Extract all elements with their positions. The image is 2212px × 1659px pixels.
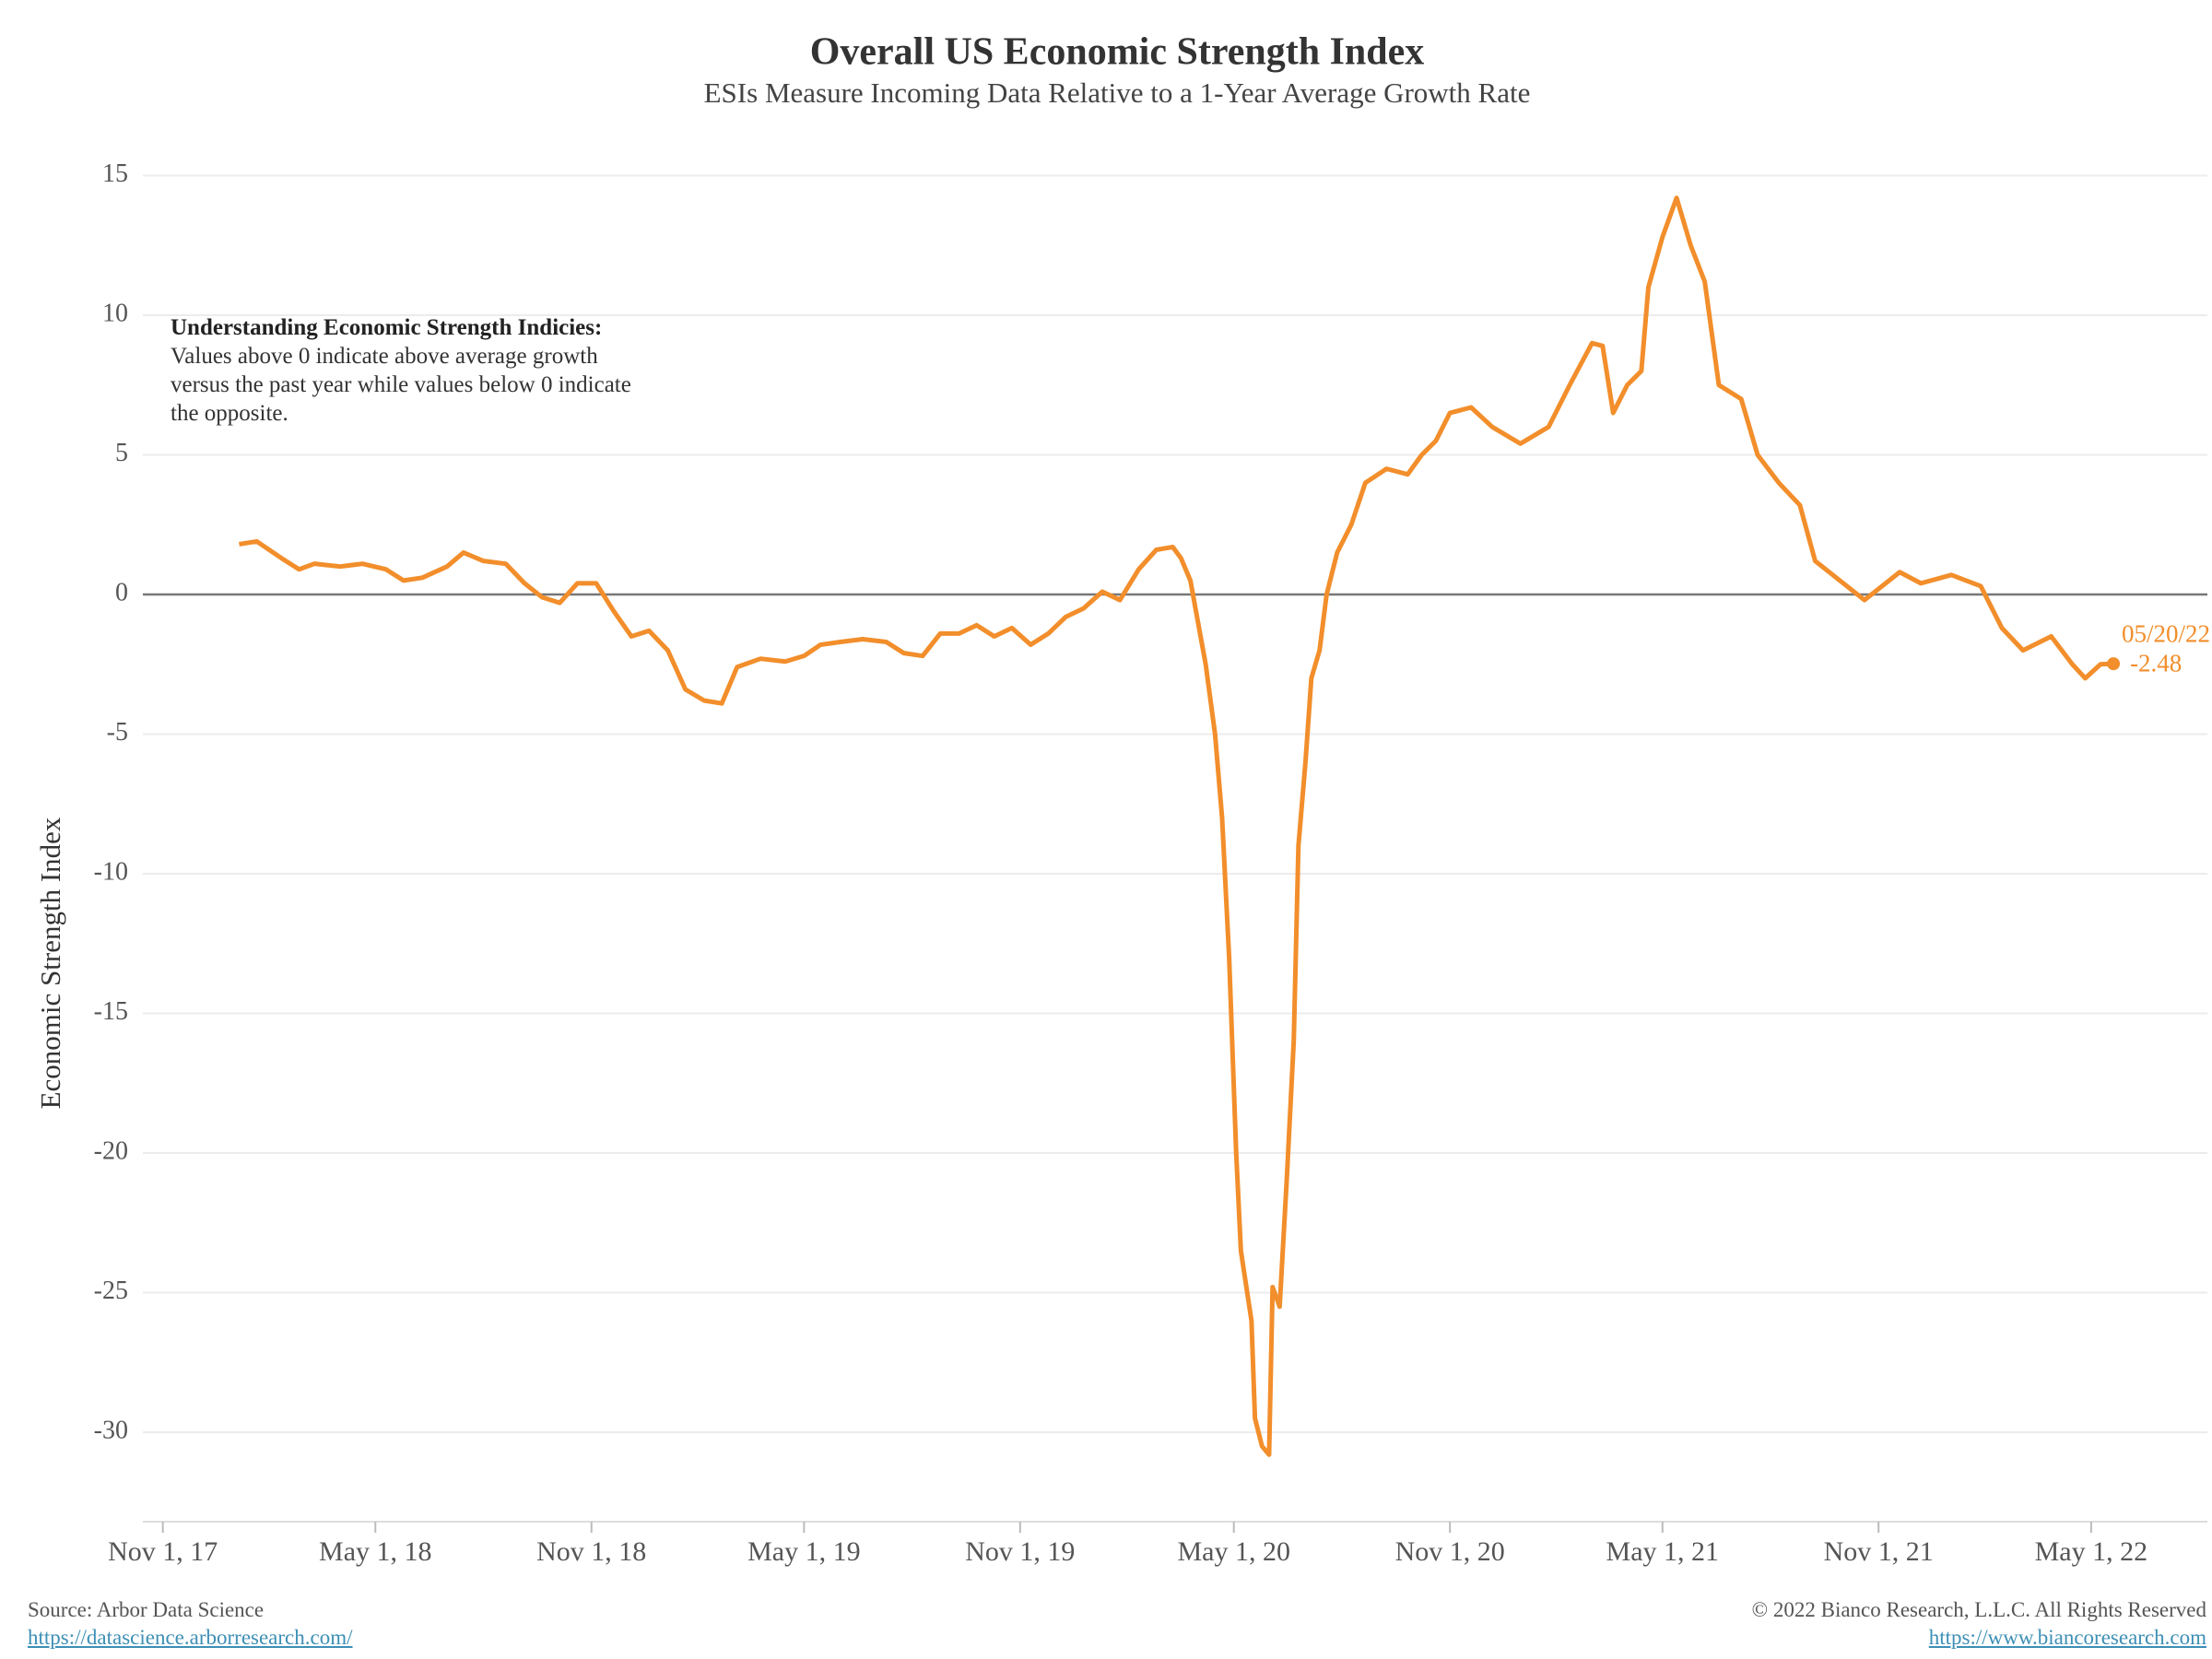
- y-tick-label: -5: [107, 718, 128, 747]
- y-tick-label: 10: [102, 299, 128, 327]
- note-text: Values above 0 indicate above average gr…: [171, 344, 631, 426]
- x-tick-label: May 1, 20: [1177, 1536, 1290, 1567]
- chart-subtitle: ESIs Measure Incoming Data Relative to a…: [704, 76, 1531, 109]
- note: Understanding Economic Strength Indicies…: [171, 313, 631, 428]
- source-text: Source: Arbor Data Science: [28, 1598, 265, 1621]
- copyright: © 2022 Bianco Research, L.L.C. All Right…: [1752, 1596, 2206, 1652]
- y-tick-label: 15: [102, 159, 128, 188]
- x-tick-label: Nov 1, 19: [965, 1536, 1075, 1567]
- x-tick-label: May 1, 21: [1606, 1536, 1720, 1567]
- x-tick-label: Nov 1, 18: [536, 1536, 646, 1567]
- copyright-text: © 2022 Bianco Research, L.L.C. All Right…: [1751, 1598, 2206, 1621]
- x-tick-label: May 1, 18: [319, 1536, 432, 1567]
- last-point: [2107, 657, 2121, 671]
- y-tick-label: 5: [115, 439, 128, 467]
- copyright-link[interactable]: https://www.biancoresearch.com: [1928, 1626, 2206, 1649]
- source-link[interactable]: https://datascience.arborresearch.com/: [28, 1626, 353, 1649]
- source: Source: Arbor Data Science https://datas…: [28, 1596, 353, 1652]
- x-tick-label: May 1, 22: [2035, 1536, 2148, 1567]
- y-tick-label: -20: [94, 1136, 128, 1165]
- series-line: [239, 195, 2114, 1457]
- x-tick-label: Nov 1, 17: [108, 1536, 218, 1567]
- x-tick-label: May 1, 19: [747, 1536, 861, 1567]
- chart-title: Overall US Economic Strength Index: [810, 31, 1425, 74]
- last-value-label: -2.48: [2130, 649, 2182, 677]
- y-tick-label: 0: [115, 578, 128, 606]
- y-tick-label: -10: [94, 857, 128, 886]
- x-tick-label: Nov 1, 20: [1395, 1536, 1505, 1567]
- last-date-label: 05/20/22: [2122, 619, 2210, 647]
- y-tick-label: -30: [94, 1416, 128, 1444]
- x-tick-label: Nov 1, 21: [1824, 1536, 1934, 1567]
- y-tick-label: -25: [94, 1277, 128, 1305]
- note-title: Understanding Economic Strength Indicies…: [171, 315, 603, 340]
- y-tick-label: -15: [94, 997, 128, 1026]
- y-axis-label: Economic Strength Index: [34, 817, 66, 1109]
